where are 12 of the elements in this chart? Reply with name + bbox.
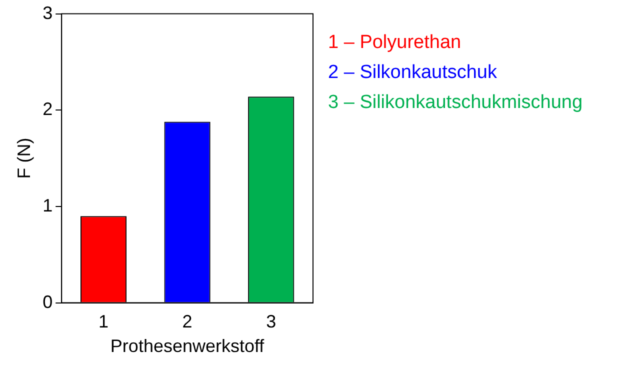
x-tick-label: 3 bbox=[266, 312, 276, 332]
x-axis-title: Prothesenwerkstoff bbox=[110, 336, 266, 356]
text: 3 – Silikonkautschukmischung bbox=[328, 91, 583, 115]
y-axis-title: F (N) bbox=[14, 138, 34, 179]
y-tick-label: 1 bbox=[42, 195, 53, 216]
y-tick-label: 3 bbox=[42, 2, 53, 23]
text: 1 – Polyurethan bbox=[328, 31, 462, 55]
y-tick-label: 0 bbox=[42, 292, 53, 312]
x-tick-label: 2 bbox=[182, 312, 192, 332]
x-tick-label: 1 bbox=[98, 312, 109, 332]
y-tick-label: 2 bbox=[42, 99, 53, 120]
text: 2 – Silkonkautschuk bbox=[328, 61, 498, 85]
